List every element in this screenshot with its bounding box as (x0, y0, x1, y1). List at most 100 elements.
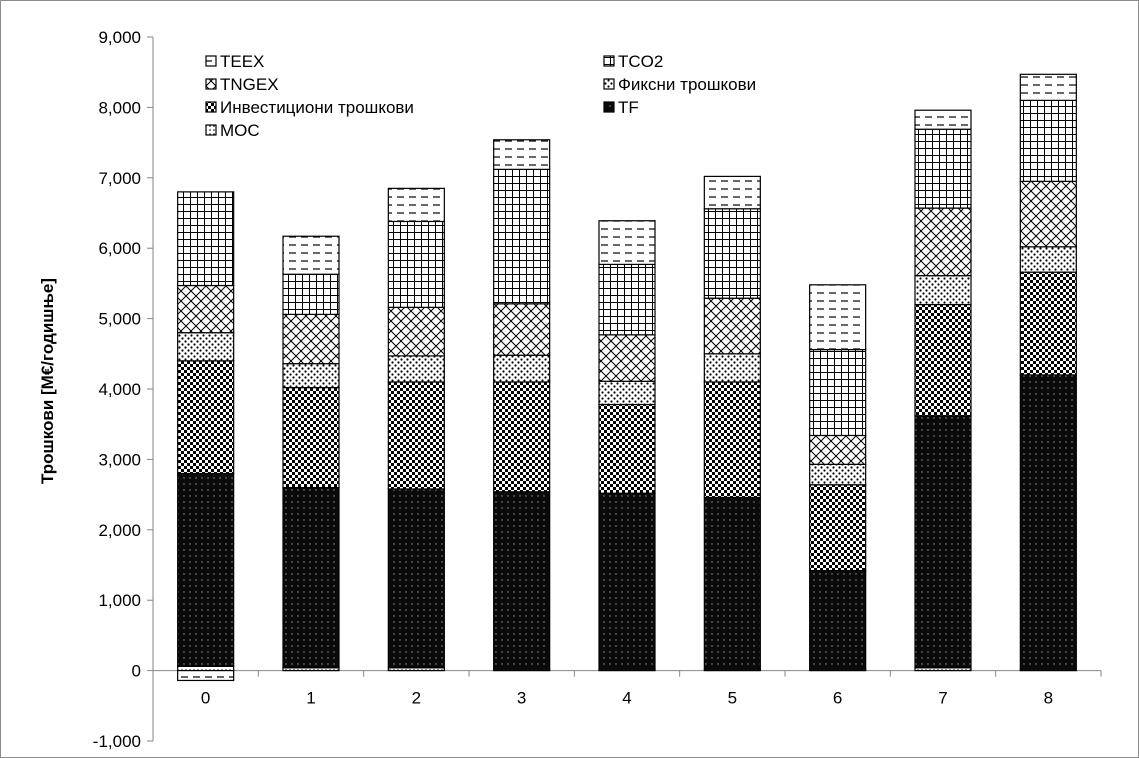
bar-segment-teex (598, 220, 656, 265)
bar-segment-tco2 (282, 273, 340, 315)
y-tick-label: 3,000 (98, 450, 141, 469)
x-tick-label: 7 (938, 689, 947, 708)
legend-label: TNGEX (220, 75, 279, 94)
bar-segment-фиксни-трошкови (809, 463, 867, 486)
bar-segment-moc (177, 665, 235, 672)
bar-segment-teex (703, 175, 761, 210)
bar-stack (1019, 73, 1077, 672)
legend-swatch (603, 101, 615, 113)
bar-segment-tf (387, 488, 445, 669)
bar-stack (914, 109, 972, 672)
bar-segment-tngex (703, 297, 761, 355)
x-tick-labels: 0 1 2 3 4 5 6 7 8 (201, 689, 1053, 708)
bar-segment-tngex (493, 303, 551, 356)
bar-segment-tf (598, 492, 656, 670)
legend-label: Инвестициони трошкови (220, 98, 414, 117)
bar-segment-tf (282, 486, 340, 669)
legend-label: TEEX (220, 52, 264, 71)
bar-stack (598, 220, 656, 672)
legend-swatch (205, 55, 217, 67)
x-tick-label: 0 (201, 689, 210, 708)
bar-segment-tco2 (703, 208, 761, 299)
bar-segment-tf (809, 570, 867, 670)
legend-swatch (205, 101, 217, 113)
bar-segment-tf (177, 472, 235, 667)
bar-segment-инвестициони-трошкови (493, 381, 551, 493)
x-tick-label: 6 (833, 689, 842, 708)
x-tick-label: 4 (622, 689, 631, 708)
bar-segment-инвестициони-трошкови (387, 381, 445, 490)
y-tick-label: 4,000 (98, 380, 141, 399)
bar-segment-инвестициони-трошкови (914, 303, 972, 417)
bar-segment-tco2 (387, 220, 445, 308)
bar-segment-tf (1019, 374, 1077, 670)
bar-stack (177, 191, 235, 682)
x-tick-label: 3 (517, 689, 526, 708)
bar-stack (809, 284, 867, 672)
bar-segment-teex (282, 235, 340, 275)
bar-segment-tco2 (1019, 99, 1077, 182)
bar-segment-tf (703, 496, 761, 670)
bar-segment-фиксни-трошкови (1019, 246, 1077, 273)
bar-segment-фиксни-трошкови (387, 355, 445, 383)
bar-segment-инвестициони-трошкови (703, 381, 761, 499)
bar-segment-tngex (809, 434, 867, 465)
bar-segment-teex (177, 669, 235, 682)
x-tick-label: 5 (728, 689, 737, 708)
bar-segment-tf (493, 491, 551, 670)
bar-segment-teex (387, 187, 445, 223)
bar-segment-teex (809, 284, 867, 351)
bar-segment-teex (914, 109, 972, 130)
y-tick-label: -1,000 (93, 732, 141, 751)
bar-segment-фиксни-трошкови (914, 275, 972, 306)
y-tick-label: 7,000 (98, 169, 141, 188)
x-tick-label: 2 (412, 689, 421, 708)
x-tick-label: 8 (1044, 689, 1053, 708)
y-axis-label: Трошкови [M€/годишње] (38, 278, 57, 484)
y-tick-label: 9,000 (98, 28, 141, 47)
bar-segment-tco2 (598, 263, 656, 336)
bar-segment-tco2 (493, 168, 551, 305)
legend-swatch (603, 55, 615, 67)
legend-swatch (205, 78, 217, 90)
bar-segment-teex (493, 139, 551, 170)
bar-segment-teex (1019, 73, 1077, 101)
bar-segment-инвестициони-трошкови (282, 386, 340, 489)
legend: TEEX TCO2 TNGEX Фиксни трошкови Инвестициони… (205, 52, 756, 140)
bar-segment-фиксни-трошкови (282, 363, 340, 389)
y-tick-label: 1,000 (98, 591, 141, 610)
bar-segment-tngex (387, 306, 445, 357)
bar-stack (493, 139, 551, 672)
bar-segment-инвестициони-трошкови (598, 403, 656, 494)
x-tick-label: 1 (306, 689, 315, 708)
bar-segment-фиксни-трошкови (703, 353, 761, 383)
legend-label: Фиксни трошкови (618, 75, 756, 94)
bar-segment-tngex (177, 284, 235, 334)
bar-segment-инвестициони-трошкови (177, 360, 235, 475)
legend-label: TF (618, 98, 639, 117)
bar-segment-tco2 (809, 348, 867, 437)
bar-segment-инвестициони-трошкови (1019, 271, 1077, 376)
bar-segment-фиксни-трошкови (493, 354, 551, 383)
bar-segment-tngex (1019, 180, 1077, 248)
y-tick-label: 0 (132, 662, 141, 681)
bar-segment-инвестициони-трошкови (809, 484, 867, 572)
y-tick-label: 6,000 (98, 239, 141, 258)
legend-swatch (603, 78, 615, 90)
y-tick-label: 2,000 (98, 521, 141, 540)
y-tick-labels: -1,000 0 1,000 2,000 3,000 4,000 5,000 6,000 7,0… (93, 28, 141, 751)
bar-stack (387, 187, 445, 672)
legend-label: MOC (220, 121, 260, 140)
legend-swatch (205, 124, 217, 136)
bar-segment-tco2 (177, 191, 235, 287)
bar-segment-tngex (598, 334, 656, 382)
y-tick-label: 5,000 (98, 310, 141, 329)
legend-label: TCO2 (618, 52, 663, 71)
bar-segment-tco2 (914, 128, 972, 209)
bar-stack (703, 175, 761, 672)
bar-segment-tngex (914, 207, 972, 277)
bars (177, 73, 1077, 682)
bar-segment-tf (914, 415, 972, 669)
